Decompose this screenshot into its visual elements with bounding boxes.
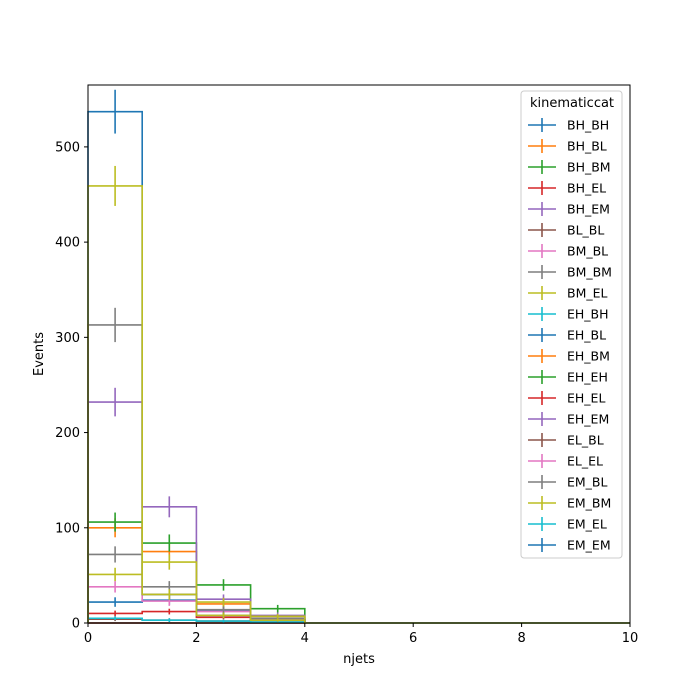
legend-entry: BL_BL xyxy=(528,223,604,238)
legend-label: EH_EH xyxy=(567,370,608,385)
legend-label: EH_BM xyxy=(567,349,610,364)
y-tick-label: 100 xyxy=(55,521,80,536)
legend-label: BH_EL xyxy=(567,181,606,196)
legend-label: BM_BM xyxy=(567,265,612,280)
y-tick-label: 300 xyxy=(55,331,80,346)
legend-entry: EH_BH xyxy=(528,307,609,322)
y-tick-label: 400 xyxy=(55,236,80,251)
legend-entry: BM_BM xyxy=(528,265,612,280)
legend-entry: EH_EM xyxy=(528,412,609,427)
legend-label: EM_EL xyxy=(567,517,607,532)
x-axis-label: njets xyxy=(343,652,375,667)
x-tick-label: 6 xyxy=(409,631,417,646)
legend-label: EH_BH xyxy=(567,307,609,322)
legend-title: kinematiccat xyxy=(530,96,614,111)
legend-entry: EH_EL xyxy=(528,391,605,406)
legend-entry: EH_BL xyxy=(528,328,606,343)
legend-entry: BM_BL xyxy=(528,244,608,259)
legend-label: EH_EL xyxy=(567,391,605,406)
legend-items: BH_BH BH_BL BH_BM BH_EL BH_EM BL_BL BM_BL BM_BM… xyxy=(528,118,612,553)
y-axis: 0 100 200 300 400 500 xyxy=(55,140,88,632)
x-axis: 0 2 4 6 8 10 xyxy=(84,623,638,646)
legend-entry: BH_BH xyxy=(528,118,609,133)
legend-entry: EL_BL xyxy=(528,433,604,448)
legend-label: EM_EM xyxy=(567,538,611,553)
legend-label: EH_BL xyxy=(567,328,606,343)
legend-entry: BH_BL xyxy=(528,139,607,154)
legend-label: BM_EL xyxy=(567,286,608,301)
legend-label: EL_EL xyxy=(567,454,603,469)
legend-label: BH_BL xyxy=(567,139,607,154)
legend-label: EL_BL xyxy=(567,433,604,448)
legend-entry: BH_EM xyxy=(528,202,610,217)
legend-entry: EH_BM xyxy=(528,349,610,364)
legend-box xyxy=(520,90,623,559)
legend-entry: EM_EM xyxy=(528,538,611,553)
legend-entry: EM_BL xyxy=(528,475,608,490)
x-tick-label: 10 xyxy=(622,631,639,646)
legend-entry: BH_BM xyxy=(528,160,611,175)
legend-label: EM_BM xyxy=(567,496,611,511)
legend-label: BH_BH xyxy=(567,118,609,133)
legend-entry: BH_EL xyxy=(528,181,606,196)
legend-label: BL_BL xyxy=(567,223,604,238)
y-tick-label: 500 xyxy=(55,140,80,155)
legend-entry: BM_EL xyxy=(528,286,608,301)
legend: kinematiccat BH_BH BH_BL BH_BM BH_EL BH_EM BL… xyxy=(520,90,623,559)
x-tick-label: 8 xyxy=(517,631,525,646)
y-tick-label: 200 xyxy=(55,426,80,441)
legend-label: BM_BL xyxy=(567,244,608,259)
legend-label: BH_BM xyxy=(567,160,611,175)
legend-entry: EM_EL xyxy=(528,517,607,532)
legend-entry: EM_BM xyxy=(528,496,611,511)
x-tick-label: 0 xyxy=(84,631,92,646)
x-tick-label: 2 xyxy=(192,631,200,646)
y-tick-label: 0 xyxy=(72,617,80,632)
legend-entry: EH_EH xyxy=(528,370,608,385)
x-tick-label: 4 xyxy=(301,631,309,646)
legend-label: EH_EM xyxy=(567,412,609,427)
legend-label: EM_BL xyxy=(567,475,608,490)
legend-entry: EL_EL xyxy=(528,454,603,469)
y-axis-label: Events xyxy=(32,332,47,376)
legend-label: BH_EM xyxy=(567,202,610,217)
plot-frame xyxy=(87,84,631,624)
